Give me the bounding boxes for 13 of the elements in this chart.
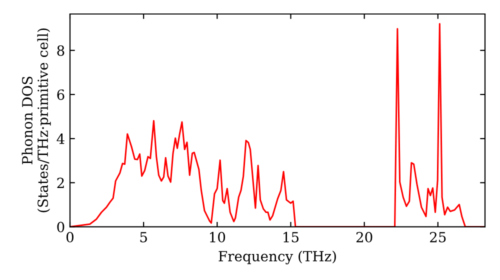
y-tick-label: 6	[57, 89, 64, 100]
y-tick-label: 8	[57, 45, 64, 56]
y-axis-title: Phonon DOS (States/THz·primitive cell)	[22, 28, 51, 212]
x-tick-label: 10	[210, 232, 226, 242]
y-tick-label: 0	[57, 222, 64, 232]
y-tick-label: 2	[57, 178, 64, 188]
x-tick-label: 25	[430, 232, 446, 242]
x-tick-label: 20	[356, 232, 372, 242]
y-tick-label: 4	[56, 134, 64, 144]
x-tick-label: 15	[284, 232, 299, 242]
x-axis-title: Frequency (THz)	[218, 250, 336, 264]
x-tick-label: 5	[140, 232, 147, 242]
x-tick-label: 0	[66, 232, 74, 242]
